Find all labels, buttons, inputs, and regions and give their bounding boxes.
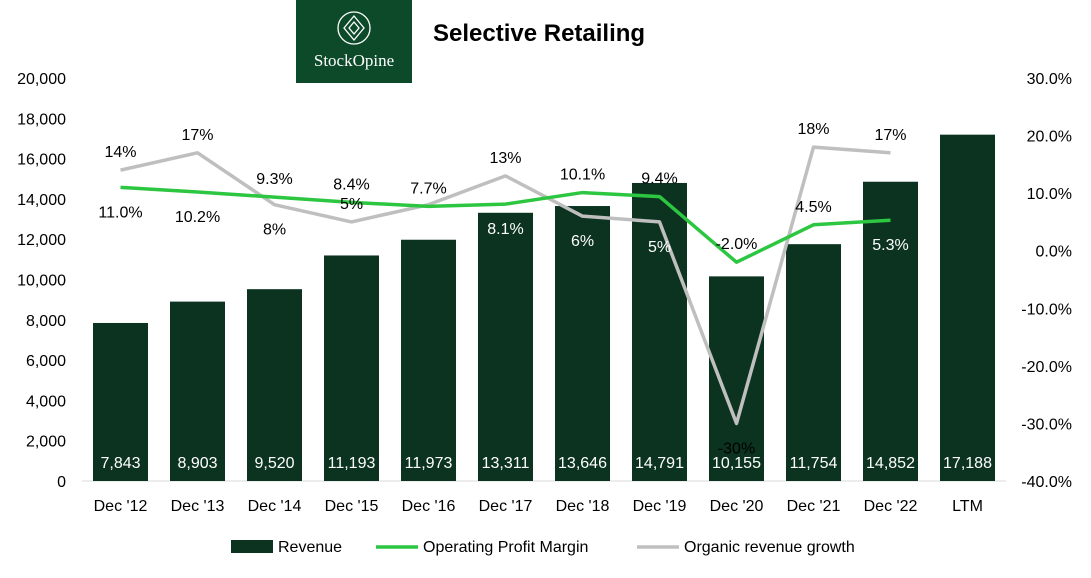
x-tick-label: Dec '15 xyxy=(325,498,379,515)
operating-margin-data-label: 11.0% xyxy=(98,204,142,221)
operating-margin-data-label: 4.5% xyxy=(795,199,831,216)
organic-growth-line xyxy=(120,145,891,426)
revenue-bar xyxy=(555,206,610,482)
operating-margin-line xyxy=(120,185,891,264)
organic-growth-data-label: 8% xyxy=(417,222,440,239)
revenue-bar xyxy=(401,239,456,481)
operating-margin-data-label: 9.4% xyxy=(641,171,677,188)
y-left-tick-label: 0 xyxy=(57,474,66,491)
y-left-tick-label: 8,000 xyxy=(26,313,66,330)
revenue-bar xyxy=(940,134,995,481)
x-tick-label: Dec '12 xyxy=(94,498,148,515)
y-right-tick-label: 0.0% xyxy=(1036,244,1072,261)
revenue-data-label: 14,791 xyxy=(635,455,684,472)
y-left-tick-label: 6,000 xyxy=(26,353,66,370)
organic-growth-data-label: -30% xyxy=(718,440,755,457)
revenue-data-label: 7,843 xyxy=(100,455,140,472)
organic-growth-data-label: 5% xyxy=(648,239,671,256)
x-tick-label: Dec '21 xyxy=(787,498,841,515)
organic-growth-data-label: 5% xyxy=(340,196,363,213)
revenue-bar xyxy=(324,255,379,481)
organic-growth-data-label: 18% xyxy=(797,121,829,138)
legend-label-organic-growth: Organic revenue growth xyxy=(684,539,855,556)
operating-margin-data-label: 8.1% xyxy=(487,221,523,238)
logo-text: StockOpine xyxy=(313,51,395,70)
x-tick-label: Dec '17 xyxy=(479,498,533,515)
revenue-data-label: 11,973 xyxy=(405,455,453,472)
x-tick-label: Dec '18 xyxy=(556,498,610,515)
y-right-tick-label: 20.0% xyxy=(1027,129,1072,146)
legend-label-operating-margin: Operating Profit Margin xyxy=(423,539,588,556)
organic-growth-data-label: 17% xyxy=(181,127,213,144)
organic-growth-data-label: 17% xyxy=(874,127,906,144)
revenue-bar xyxy=(632,182,687,481)
operating-margin-data-label: 5.3% xyxy=(872,237,908,254)
x-tick-label: LTM xyxy=(952,498,983,515)
y-right-tick-label: -30.0% xyxy=(1021,416,1072,433)
stockopine-logo: StockOpine xyxy=(296,0,412,83)
operating-margin-data-label: 10.1% xyxy=(560,167,605,184)
organic-growth-data-label: 13% xyxy=(489,150,521,167)
operating-margin-data-label: 9.3% xyxy=(256,171,292,188)
operating-margin-data-label: -2.0% xyxy=(716,236,758,253)
revenue-bar xyxy=(93,322,148,481)
x-tick-label: Dec '22 xyxy=(864,498,918,515)
y-right-tick-label: 10.0% xyxy=(1027,186,1072,203)
y-right-tick-label: -10.0% xyxy=(1021,301,1072,318)
diamond-emblem-icon xyxy=(337,11,371,45)
x-tick-label: Dec '13 xyxy=(171,498,225,515)
revenue-bar xyxy=(863,181,918,482)
y-right-tick-label: -20.0% xyxy=(1021,359,1072,376)
y-left-tick-label: 18,000 xyxy=(17,111,66,128)
x-tick-label: Dec '19 xyxy=(633,498,687,515)
legend-label-revenue: Revenue xyxy=(278,539,342,556)
operating-margin-data-label: 10.2% xyxy=(175,209,220,226)
revenue-data-label: 13,646 xyxy=(558,455,607,472)
organic-growth-data-label: 6% xyxy=(571,233,594,250)
revenue-bar xyxy=(247,289,302,481)
legend-swatch-revenue xyxy=(231,540,273,553)
y-right-tick-label: 30.0% xyxy=(1027,71,1072,88)
y-left-tick-label: 20,000 xyxy=(17,71,66,88)
y-right-tick-label: -40.0% xyxy=(1021,474,1072,491)
revenue-bar xyxy=(170,301,225,481)
x-tick-label: Dec '16 xyxy=(402,498,456,515)
organic-growth-data-label: 14% xyxy=(104,144,136,161)
y-left-tick-label: 14,000 xyxy=(17,192,66,209)
revenue-data-label: 8,903 xyxy=(177,455,217,472)
revenue-data-label: 11,193 xyxy=(328,455,376,472)
revenue-data-label: 10,155 xyxy=(712,455,761,472)
organic-growth-data-label: 8% xyxy=(263,222,286,239)
x-tick-label: Dec '14 xyxy=(248,498,302,515)
y-left-tick-label: 4,000 xyxy=(26,393,66,410)
revenue-data-label: 11,754 xyxy=(790,455,838,472)
revenue-bar xyxy=(786,244,841,481)
y-left-tick-label: 12,000 xyxy=(17,232,66,249)
revenue-data-label: 14,852 xyxy=(866,455,915,472)
revenue-data-label: 13,311 xyxy=(482,455,530,472)
x-tick-label: Dec '20 xyxy=(710,498,764,515)
operating-margin-data-label: 7.7% xyxy=(410,180,446,197)
y-left-tick-label: 2,000 xyxy=(26,434,66,451)
y-left-tick-label: 10,000 xyxy=(17,273,66,290)
operating-margin-data-label: 8.4% xyxy=(333,176,369,193)
revenue-data-label: 9,520 xyxy=(254,455,294,472)
revenue-bar xyxy=(478,212,533,481)
revenue-data-label: 17,188 xyxy=(943,455,992,472)
y-left-tick-label: 16,000 xyxy=(17,152,66,169)
chart-title: Selective Retailing xyxy=(433,20,646,47)
